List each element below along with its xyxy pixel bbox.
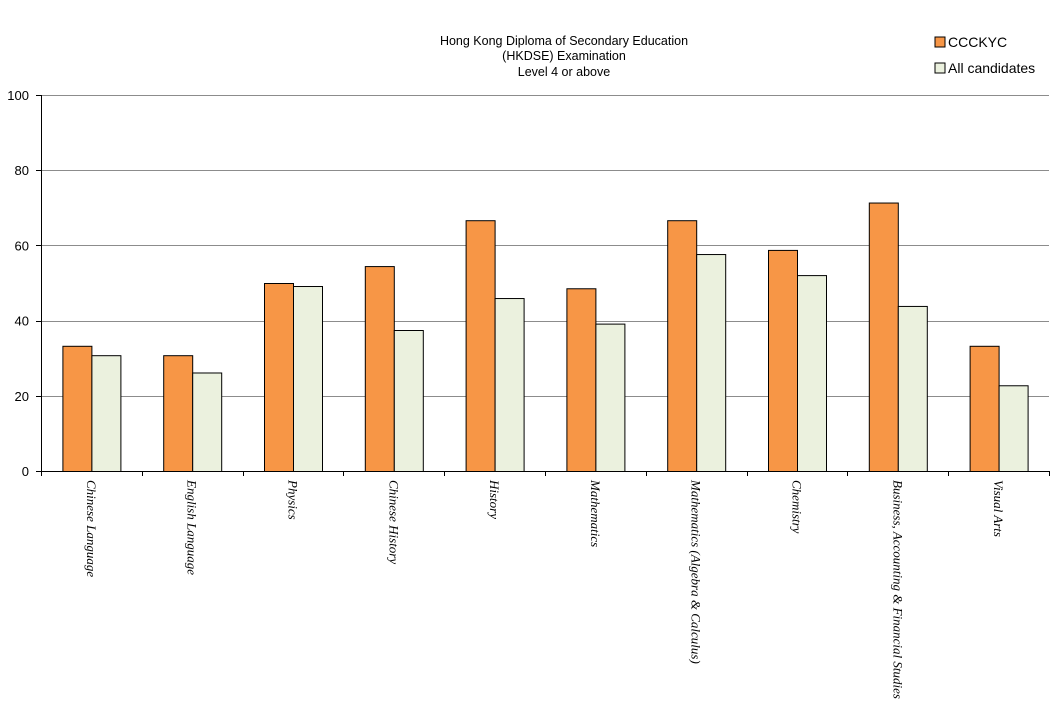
- y-tick-label-0: 0: [22, 464, 29, 479]
- bar-all-candidates-chinese-history: [393, 330, 424, 472]
- bar-all-candidates-mathematics: [595, 323, 626, 472]
- bar-all-candidates-chemistry: [797, 275, 827, 472]
- y-tick-label-100: 100: [7, 88, 29, 103]
- x-category-label-visual-arts: Visual Arts: [991, 480, 1006, 537]
- chart-title-line-1: Hong Kong Diploma of Secondary Education: [440, 34, 688, 48]
- bar-all-candidates-physics: [293, 286, 323, 472]
- bar-ccckyc-mathematics-algebra-calculus: [667, 220, 698, 472]
- y-tick-label-20: 20: [15, 389, 29, 404]
- y-tick-label-80: 80: [15, 163, 29, 178]
- x-category-label-mathematics: Mathematics: [588, 479, 603, 547]
- bar-ccckyc-english-language: [163, 355, 194, 472]
- x-category-label-history: History: [487, 479, 502, 519]
- bar-ccckyc-chinese-history: [364, 266, 395, 472]
- y-tick-labels: 0 20 40 60 80 100: [7, 88, 29, 479]
- chart-title-line-2: (HKDSE) Examination: [502, 49, 626, 63]
- x-category-label-business-accounting-financial-studies: Business, Accounting & Financial Studies: [890, 480, 905, 699]
- x-category-label-chinese-language: Chinese Language: [84, 480, 99, 577]
- bar-ccckyc-business-accounting-financial-studies: [868, 202, 899, 472]
- chart-title-line-3: Level 4 or above: [518, 65, 610, 79]
- bar-all-candidates-visual-arts: [998, 385, 1029, 472]
- legend: CCCKYC All candidates: [934, 34, 1035, 76]
- bar-all-candidates-chinese-language: [91, 355, 122, 472]
- x-category-label-english-language: English Language: [185, 479, 200, 575]
- x-category-label-physics: Physics: [286, 479, 301, 520]
- legend-swatch-all-candidates: [934, 62, 946, 74]
- x-category-labels: Chinese Language English Language Physics C…: [84, 479, 1006, 699]
- bar-ccckyc-history: [465, 220, 496, 472]
- axes: [36, 95, 1050, 476]
- bar-all-candidates-history: [494, 298, 525, 473]
- bar-all-candidates-english-language: [192, 372, 223, 473]
- bar-ccckyc-chemistry: [768, 249, 798, 472]
- y-tick-label-40: 40: [15, 314, 29, 329]
- legend-label-all-candidates: All candidates: [948, 60, 1035, 76]
- bar-all-candidates-business-accounting-financial-studies: [897, 305, 928, 472]
- x-category-label-chemistry: Chemistry: [790, 480, 805, 534]
- bar-ccckyc-visual-arts: [969, 345, 1000, 472]
- legend-swatch-ccckyc: [934, 36, 946, 48]
- x-category-label-mathematics-algebra-calculus: Mathematics (Algebra & Calculus): [689, 479, 704, 664]
- bar-ccckyc-mathematics: [566, 288, 597, 472]
- chart-title: Hong Kong Diploma of Secondary Education…: [440, 34, 688, 79]
- bar-ccckyc-physics: [264, 283, 294, 472]
- bar-all-candidates-mathematics-algebra-calculus: [696, 254, 727, 472]
- x-category-label-chinese-history: Chinese History: [386, 480, 401, 564]
- bar-ccckyc-chinese-language: [62, 345, 93, 472]
- legend-label-ccckyc: CCCKYC: [948, 34, 1007, 50]
- y-tick-label-60: 60: [15, 238, 29, 253]
- bars: [62, 202, 1029, 473]
